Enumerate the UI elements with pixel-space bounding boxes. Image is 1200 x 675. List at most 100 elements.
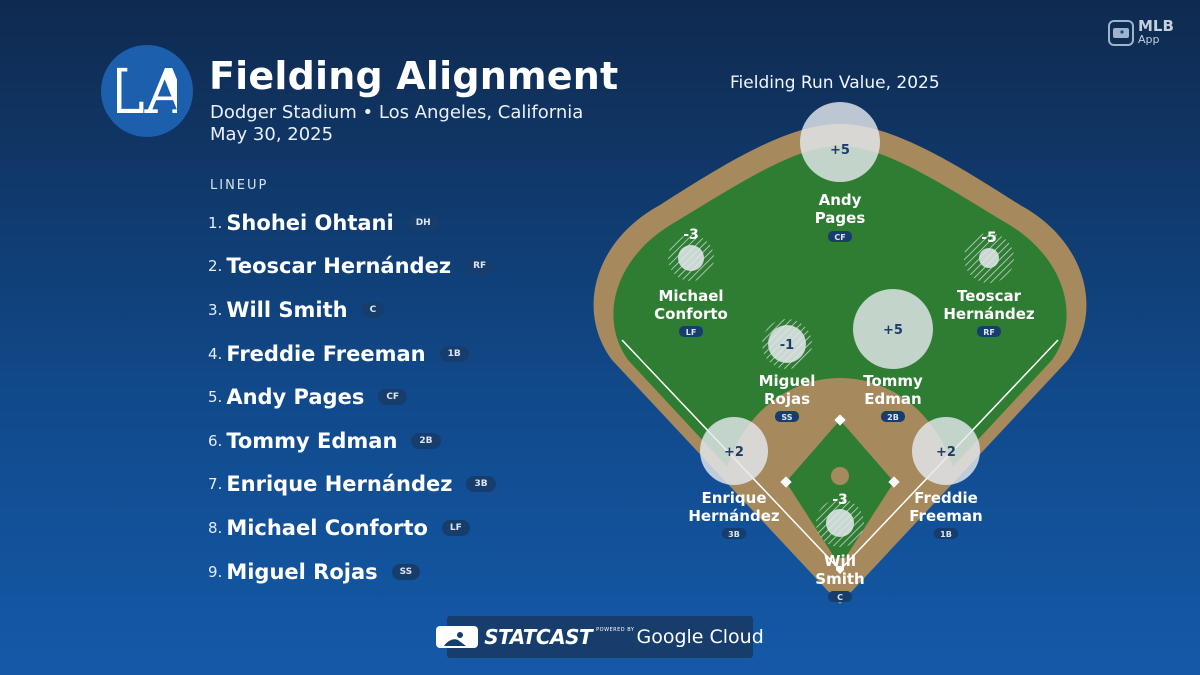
lineup-player-name: Freddie Freeman — [226, 341, 426, 366]
second-base — [834, 414, 846, 426]
fielder-name-line1: Andy — [819, 191, 862, 209]
statcast-wordmark: STATCAST — [484, 625, 593, 649]
fielder-name-line2: Hernández — [943, 305, 1035, 323]
fielder-name-line2: Edman — [864, 390, 921, 408]
lineup-row: 7. Enrique Hernández 3B — [208, 463, 496, 507]
lineup-row: 9. Miguel Rojas SS — [208, 550, 496, 594]
venue-subtitle: Dodger Stadium • Los Angeles, California — [210, 102, 584, 123]
position-tag-text: LF — [686, 328, 697, 337]
position-badge: DH — [407, 214, 439, 231]
position-tag — [828, 591, 852, 602]
third-base — [780, 476, 792, 488]
lineup-player-name: Tommy Edman — [226, 428, 398, 453]
outfield-grass — [613, 146, 1067, 588]
frv-value: -3 — [683, 227, 699, 243]
frv-value: -5 — [981, 230, 997, 246]
dodgers-logo: LA — [101, 45, 193, 137]
lineup-player-name: Andy Pages — [226, 385, 365, 410]
frv-value: +5 — [883, 323, 903, 338]
lineup-player-name: Will Smith — [226, 297, 348, 322]
fielder-c: -3 Will Smith C — [815, 492, 865, 602]
lineup-row: 5. Andy Pages CF — [208, 375, 496, 419]
position-badge: RF — [465, 258, 495, 275]
lineup-number: 9. — [208, 562, 223, 581]
frv-value: +5 — [830, 143, 850, 158]
position-tag-text: SS — [781, 413, 792, 422]
lineup-list: 1. Shohei Ohtani DH 2. Teoscar Hernández… — [208, 201, 496, 593]
position-tag-text: 1B — [940, 530, 952, 539]
position-tag-text: RF — [983, 328, 995, 337]
position-tag — [775, 411, 799, 422]
first-base — [888, 476, 900, 488]
lineup-number: 3. — [208, 300, 223, 319]
fielder-name-line2: Pages — [815, 209, 866, 227]
powered-by: POWERED BY — [596, 627, 635, 633]
position-tag-text: 2B — [887, 413, 899, 422]
position-badge: CF — [378, 389, 408, 406]
fielder-name-line2: Hernández — [688, 507, 780, 525]
pitchers-mound — [831, 467, 849, 485]
lineup-row: 8. Michael Conforto LF — [208, 506, 496, 550]
lineup-row: 2. Teoscar Hernández RF — [208, 245, 496, 289]
fielder-name-line1: Miguel — [759, 372, 816, 390]
google-cloud-wordmark: Google Cloud — [636, 626, 764, 648]
frv-chart-title: Fielding Run Value, 2025 — [730, 73, 940, 93]
mlb-logo-icon — [1108, 20, 1134, 46]
fielder-name-line2: Smith — [815, 570, 864, 588]
la-monogram-icon: LA — [117, 55, 177, 127]
fielder-name-line1: Freddie — [914, 489, 978, 507]
statcast-footer: STATCAST POWERED BY Google Cloud — [436, 616, 764, 658]
lineup-row: 4. Freddie Freeman 1B — [208, 332, 496, 376]
lineup-number: 1. — [208, 213, 223, 232]
position-tag-text: CF — [834, 233, 845, 242]
frv-circle — [826, 509, 854, 537]
position-badge: 2B — [411, 432, 441, 449]
position-badge: 1B — [439, 345, 469, 362]
lineup-number: 5. — [208, 388, 223, 407]
lineup-number: 4. — [208, 344, 223, 363]
lineup-player-name: Teoscar Hernández — [226, 254, 452, 279]
mlb-app-line1: MLB — [1138, 17, 1174, 35]
lineup-player-name: Michael Conforto — [226, 515, 428, 540]
fielder-name-line1: Will — [824, 552, 856, 570]
lineup-player-name: Shohei Ohtani — [226, 210, 394, 235]
frv-value: -3 — [832, 492, 848, 508]
position-badge: C — [361, 301, 385, 318]
lineup-number: 8. — [208, 518, 223, 537]
lineup-player-name: Enrique Hernández — [226, 472, 453, 497]
frv-circle — [912, 417, 980, 485]
lineup-row: 1. Shohei Ohtani DH — [208, 201, 496, 245]
infield-grass — [786, 420, 894, 566]
frv-circle — [800, 102, 880, 182]
fielder-name-line2: Rojas — [764, 390, 810, 408]
fielder-rf: -5 Teoscar Hernández RF — [943, 230, 1035, 337]
lineup-header: LINEUP — [210, 178, 269, 193]
position-badge: SS — [391, 563, 421, 580]
lineup-number: 6. — [208, 431, 223, 450]
position-tag — [722, 528, 746, 539]
frv-circle — [853, 289, 933, 369]
page-title: Fielding Alignment — [209, 54, 619, 98]
fielder-name-line2: Freeman — [909, 507, 982, 525]
fielder-lf: -3 Michael Conforto LF — [654, 227, 728, 337]
fielder-ss: -1 Miguel Rojas SS — [759, 319, 816, 422]
frv-value: +2 — [936, 445, 956, 460]
frv-circle — [979, 248, 999, 268]
position-tag — [934, 528, 958, 539]
logo-text: LA — [117, 55, 177, 127]
mlb-app-line2: App — [1138, 33, 1160, 46]
lineup-row: 3. Will Smith C — [208, 288, 496, 332]
fielder-name-line1: Tommy — [863, 372, 923, 390]
mlb-app-badge: MLB App — [1108, 18, 1178, 48]
lineup-player-name: Miguel Rojas — [226, 559, 378, 584]
fielder-2b: +5 Tommy Edman 2B — [853, 289, 933, 422]
frv-circle — [700, 417, 768, 485]
frv-value: -1 — [780, 338, 794, 353]
lineup-number: 7. — [208, 475, 223, 494]
position-badge: LF — [441, 519, 470, 536]
position-tag — [977, 326, 1001, 337]
position-tag-text: C — [837, 593, 843, 602]
position-tag — [881, 411, 905, 422]
lineup-row: 6. Tommy Edman 2B — [208, 419, 496, 463]
